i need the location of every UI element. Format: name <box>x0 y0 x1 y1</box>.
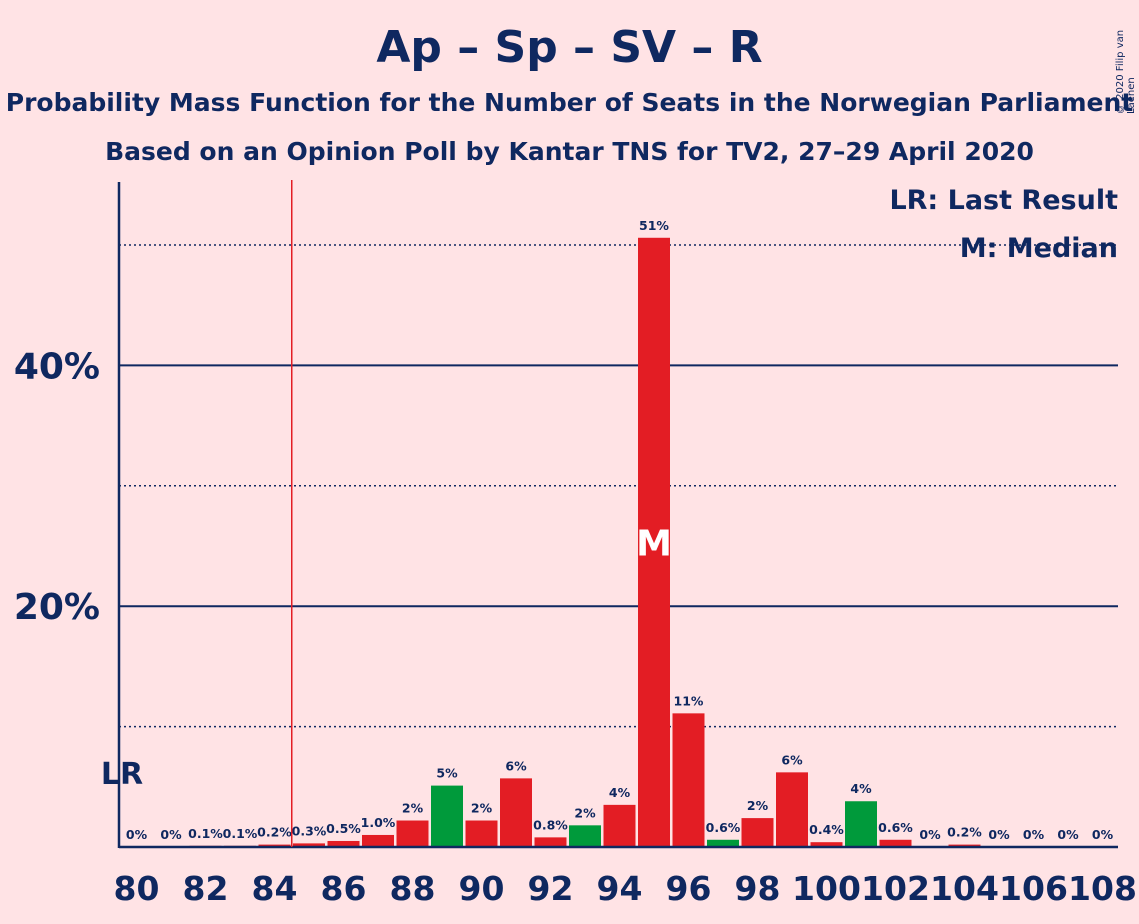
bar-label-85: 0.3% <box>292 823 327 838</box>
bar-97 <box>707 839 739 847</box>
bar-87 <box>362 834 394 847</box>
bar-101 <box>845 801 877 847</box>
bar-91 <box>500 778 532 847</box>
legend-median: M: Median <box>959 233 1118 264</box>
x-tick-label: 88 <box>390 869 436 908</box>
bar-88 <box>396 820 429 847</box>
tick-labels: 20% 40% 80 82 84 86 88 90 92 94 96 98 100 102 104 106 10… <box>14 346 1137 908</box>
chart-subtitle-1: Probability Mass Function for the Number… <box>5 88 1134 117</box>
bars <box>189 237 981 847</box>
bar-85 <box>293 843 325 847</box>
markers: LR M <box>101 180 672 847</box>
x-tick-label: 94 <box>597 869 643 908</box>
bar-label-92: 0.8% <box>533 817 568 832</box>
x-tick-label: 80 <box>114 869 160 908</box>
y-tick-label: 40% <box>14 346 100 387</box>
bar-98 <box>741 818 774 847</box>
x-tick-label: 92 <box>528 869 574 908</box>
bar-label-87: 1.0% <box>361 815 396 830</box>
x-tick-label: 104 <box>930 869 999 908</box>
bar-label-101: 4% <box>850 781 872 796</box>
bar-102 <box>879 839 912 847</box>
bar-label-84: 0.2% <box>257 825 292 840</box>
bar-label-81: 0% <box>160 827 182 842</box>
bar-92 <box>534 837 567 847</box>
bar-label-104: 0.2% <box>947 825 982 840</box>
x-tick-label: 82 <box>183 869 229 908</box>
last-result-label: LR <box>101 757 143 792</box>
bar-label-90: 2% <box>471 801 493 816</box>
axes <box>117 182 1118 849</box>
x-tick-label: 90 <box>459 869 505 908</box>
bar-label-89: 5% <box>436 766 458 781</box>
bar-94 <box>603 804 636 847</box>
bar-label-98: 2% <box>747 798 769 813</box>
bar-label-102: 0.6% <box>878 820 913 835</box>
bar-90 <box>465 820 498 847</box>
bar-100 <box>810 842 843 847</box>
bar-label-95: 51% <box>639 218 669 233</box>
bar-label-82: 0.1% <box>188 826 223 841</box>
bar-label-99: 6% <box>781 752 803 767</box>
bar-89 <box>431 785 463 847</box>
chart-subtitle-2: Based on an Opinion Poll by Kantar TNS f… <box>105 137 1034 166</box>
x-tick-label: 98 <box>735 869 781 908</box>
bar-label-100: 0.4% <box>809 822 844 837</box>
bar-93 <box>569 825 601 847</box>
bar-value-labels: 0% 0% 0.1% 0.1% 0.2% 0.3% 0.5% 1.0%2%5%2%6%0.8%… <box>126 218 1114 842</box>
x-tick-label: 96 <box>666 869 712 908</box>
bar-96 <box>672 713 705 847</box>
bar-label-106: 0% <box>1023 827 1045 842</box>
bar-label-88: 2% <box>402 801 424 816</box>
bar-99 <box>776 772 808 847</box>
bar-95 <box>638 237 670 847</box>
bar-label-80: 0% <box>126 827 148 842</box>
x-tick-label: 100 <box>792 869 861 908</box>
y-tick-label: 20% <box>14 587 100 628</box>
bar-label-91: 6% <box>505 758 527 773</box>
bar-label-107: 0% <box>1057 827 1079 842</box>
bar-86 <box>327 840 360 847</box>
bar-label-108: 0% <box>1092 827 1114 842</box>
bar-label-93: 2% <box>574 805 596 820</box>
gridlines <box>119 244 1118 728</box>
x-tick-label: 108 <box>1068 869 1137 908</box>
bar-label-83: 0.1% <box>223 826 258 841</box>
x-tick-label: 102 <box>861 869 930 908</box>
bar-label-86: 0.5% <box>326 821 361 836</box>
bar-label-105: 0% <box>988 827 1010 842</box>
legend-last-result: LR: Last Result <box>889 185 1118 216</box>
median-marker: M <box>636 523 672 564</box>
bar-label-97: 0.6% <box>706 820 741 835</box>
bar-label-94: 4% <box>609 785 631 800</box>
x-tick-label: 106 <box>999 869 1068 908</box>
x-tick-label: 84 <box>252 869 298 908</box>
bar-label-96: 11% <box>674 693 704 708</box>
x-tick-label: 86 <box>321 869 367 908</box>
bar-label-103: 0% <box>919 827 941 842</box>
chart-title: Ap – Sp – SV – R <box>376 22 763 73</box>
